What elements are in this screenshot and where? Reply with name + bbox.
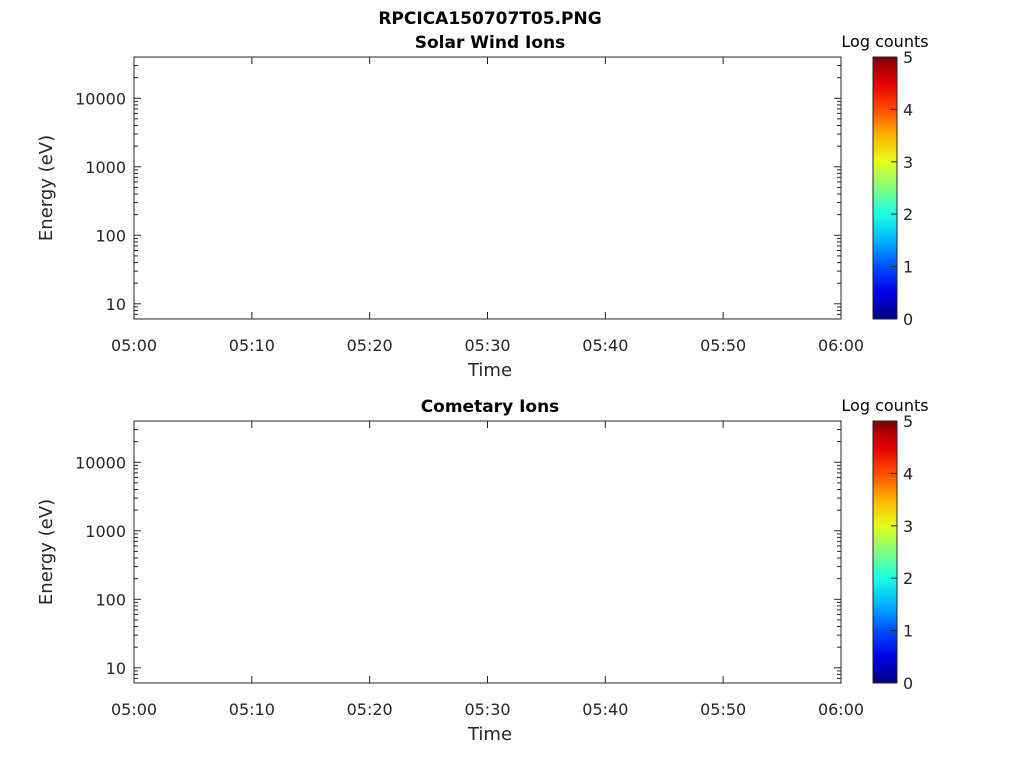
x-tick-label: 05:20 [347, 336, 393, 355]
colorbar-tick-label: 0 [903, 310, 913, 329]
colorbar-tick-label: 2 [903, 569, 913, 588]
x-ticks-solar-wind: 05:00 05:10 05:20 05:30 05:40 05:50 06:00 [111, 57, 864, 355]
x-ticks-cometary: 05:00 05:10 05:20 05:30 05:40 05:50 06:00 [111, 421, 864, 719]
y-tick-label: 10 [106, 295, 126, 314]
colorbar-tick-label: 2 [903, 205, 913, 224]
x-tick-label: 05:40 [582, 336, 628, 355]
x-tick-label: 05:30 [464, 336, 510, 355]
colorbar-tick-label: 3 [903, 153, 913, 172]
colorbar-ticks-cometary: 0 1 2 3 4 5 [891, 412, 913, 693]
x-tick-label: 05:10 [229, 700, 275, 719]
panel-title-solar-wind: Solar Wind Ions [415, 33, 566, 53]
x-tick-label: 06:00 [818, 700, 864, 719]
x-axis-label-cometary: Time [467, 724, 512, 745]
plot-area-solar-wind [134, 57, 841, 319]
y-tick-label: 10000 [75, 453, 126, 472]
figure-title: RPCICA150707T05.PNG [378, 9, 601, 29]
colorbar-label-cometary: Log counts [841, 396, 928, 415]
y-tick-label: 1000 [85, 158, 126, 177]
x-tick-label: 06:00 [818, 336, 864, 355]
x-tick-label: 05:30 [464, 700, 510, 719]
colorbar-tick-label: 1 [903, 258, 913, 277]
y-tick-label: 100 [95, 590, 126, 609]
colorbar-ticks-solar-wind: 0 1 2 3 4 5 [891, 48, 913, 329]
y-axis-label-cometary: Energy (eV) [36, 499, 57, 605]
colorbar-label-solar-wind: Log counts [841, 32, 928, 51]
plot-area-cometary [134, 421, 841, 683]
colorbar-tick-label: 1 [903, 622, 913, 641]
colorbar-tick-label: 0 [903, 674, 913, 693]
colorbar-tick-label: 5 [903, 48, 913, 67]
colorbar-cometary [872, 420, 898, 684]
x-tick-label: 05:20 [347, 700, 393, 719]
colorbar-tick-label: 4 [903, 464, 913, 483]
x-tick-label: 05:40 [582, 700, 628, 719]
x-axis-label-solar-wind: Time [467, 360, 512, 381]
y-ticks-solar-wind: 10 100 1000 10000 [75, 56, 841, 320]
y-tick-label: 1000 [85, 522, 126, 541]
colorbar-tick-label: 5 [903, 412, 913, 431]
y-tick-label: 100 [95, 226, 126, 245]
x-tick-label: 05:50 [700, 336, 746, 355]
x-tick-label: 05:50 [700, 700, 746, 719]
x-tick-label: 05:10 [229, 336, 275, 355]
panel-title-cometary: Cometary Ions [421, 397, 560, 417]
y-ticks-cometary: 10 100 1000 10000 [75, 420, 841, 684]
y-tick-label: 10 [106, 659, 126, 678]
colorbar-solar-wind [872, 56, 898, 320]
colorbar-tick-label: 3 [903, 517, 913, 536]
colorbar-tick-label: 4 [903, 100, 913, 119]
y-tick-label: 10000 [75, 89, 126, 108]
x-tick-label: 05:00 [111, 700, 157, 719]
y-axis-label-solar-wind: Energy (eV) [36, 135, 57, 241]
x-tick-label: 05:00 [111, 336, 157, 355]
